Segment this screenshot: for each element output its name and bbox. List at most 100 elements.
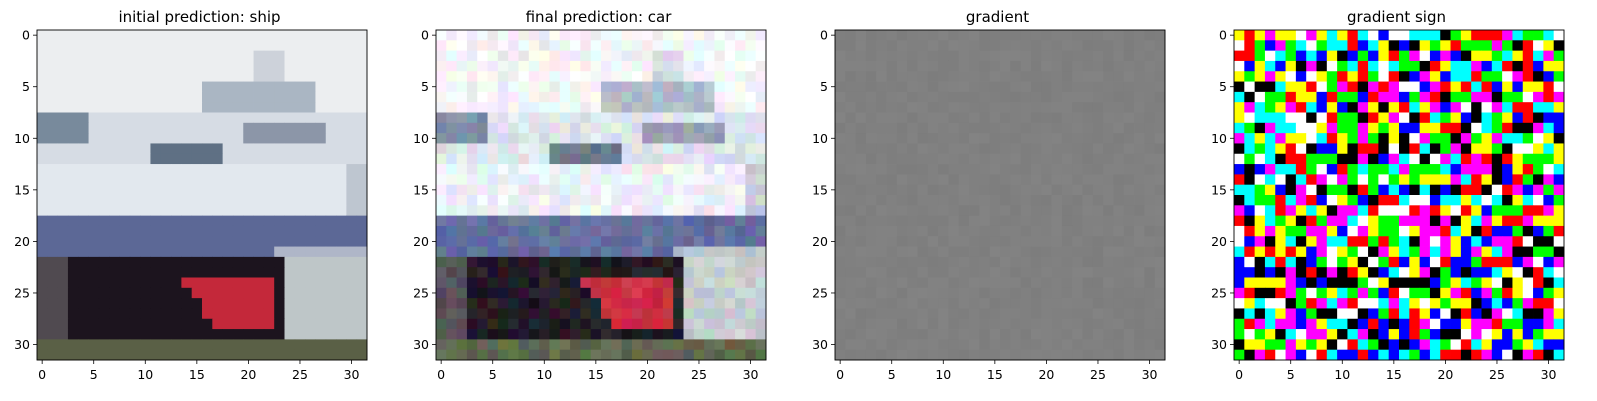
pixel xyxy=(119,184,131,196)
pixel xyxy=(1491,174,1503,186)
pixel xyxy=(1440,50,1451,62)
pixel xyxy=(1103,133,1114,144)
pixel xyxy=(253,256,265,268)
pixel xyxy=(755,308,767,320)
pixel xyxy=(346,60,358,72)
pixel xyxy=(284,256,296,268)
pixel xyxy=(1533,195,1544,206)
pixel xyxy=(927,256,939,268)
pixel xyxy=(1092,40,1104,52)
x-tick-label: 30 xyxy=(344,367,360,382)
pixel xyxy=(1234,308,1245,320)
pixel xyxy=(958,81,970,93)
pixel xyxy=(88,60,100,72)
pixel xyxy=(57,298,69,309)
pixel xyxy=(1295,267,1307,278)
pixel xyxy=(181,215,193,227)
pixel xyxy=(1347,153,1359,165)
pixel xyxy=(1368,122,1379,134)
pixel xyxy=(1144,339,1156,351)
pixel xyxy=(212,164,224,175)
pixel xyxy=(140,133,151,144)
pixel xyxy=(1010,81,1022,93)
pixel xyxy=(704,40,715,52)
pixel xyxy=(232,122,244,134)
pixel xyxy=(601,133,612,144)
pixel xyxy=(222,30,234,41)
pixel xyxy=(487,267,499,278)
pixel xyxy=(1440,329,1451,340)
pixel xyxy=(662,236,674,247)
pixel xyxy=(88,153,100,165)
pixel xyxy=(253,215,265,227)
pixel xyxy=(1041,349,1052,361)
pixel xyxy=(1316,205,1328,217)
pixel xyxy=(477,60,488,72)
pixel xyxy=(1244,30,1256,41)
pixel xyxy=(1347,277,1359,289)
pixel xyxy=(1388,349,1400,361)
pixel xyxy=(253,339,265,351)
pixel xyxy=(284,143,296,155)
pixel xyxy=(611,112,623,124)
pixel xyxy=(181,329,193,340)
pixel xyxy=(1543,277,1555,289)
pixel xyxy=(631,164,643,175)
pixel xyxy=(631,277,643,289)
pixel xyxy=(886,277,898,289)
pixel xyxy=(67,205,79,217)
pixel xyxy=(1378,71,1390,82)
pixel xyxy=(446,122,458,134)
pixel xyxy=(315,60,327,72)
pixel xyxy=(1092,143,1104,155)
pixel xyxy=(1254,40,1266,52)
pixel xyxy=(1275,40,1286,52)
pixel xyxy=(539,91,550,103)
pixel xyxy=(1460,318,1472,330)
pixel xyxy=(140,225,151,237)
pixel xyxy=(88,40,100,52)
pixel xyxy=(969,184,980,196)
pixel xyxy=(1326,298,1338,309)
pixel xyxy=(845,287,857,299)
pixel xyxy=(1460,81,1472,93)
pixel xyxy=(642,102,653,113)
pixel xyxy=(907,308,918,320)
pixel xyxy=(1419,287,1431,299)
pixel xyxy=(1419,164,1431,175)
pixel xyxy=(845,91,857,103)
pixel xyxy=(1264,122,1276,134)
pixel xyxy=(714,339,726,351)
pixel xyxy=(212,277,224,289)
pixel xyxy=(1522,349,1534,361)
pixel xyxy=(1285,164,1297,175)
pixel xyxy=(1306,298,1317,309)
pixel xyxy=(1440,308,1451,320)
pixel xyxy=(1409,81,1421,93)
pixel xyxy=(1316,246,1328,258)
pixel xyxy=(1134,308,1145,320)
pixel xyxy=(1010,298,1022,309)
pixel xyxy=(1378,308,1390,320)
pixel xyxy=(580,122,592,134)
pixel xyxy=(704,246,715,258)
pixel xyxy=(580,225,592,237)
pixel xyxy=(1481,71,1493,82)
pixel xyxy=(1399,91,1410,103)
pixel xyxy=(518,225,530,237)
pixel xyxy=(202,205,213,217)
pixel xyxy=(181,236,193,247)
pixel xyxy=(67,50,79,62)
pixel xyxy=(621,267,633,278)
pixel xyxy=(1275,122,1286,134)
pixel xyxy=(1082,184,1094,196)
pixel xyxy=(1481,195,1493,206)
pixel xyxy=(47,339,59,351)
pixel xyxy=(1264,71,1276,82)
pixel xyxy=(989,122,1001,134)
pixel xyxy=(539,184,550,196)
pixel xyxy=(518,143,530,155)
pixel xyxy=(704,225,715,237)
pixel xyxy=(745,102,757,113)
pixel xyxy=(1275,205,1286,217)
